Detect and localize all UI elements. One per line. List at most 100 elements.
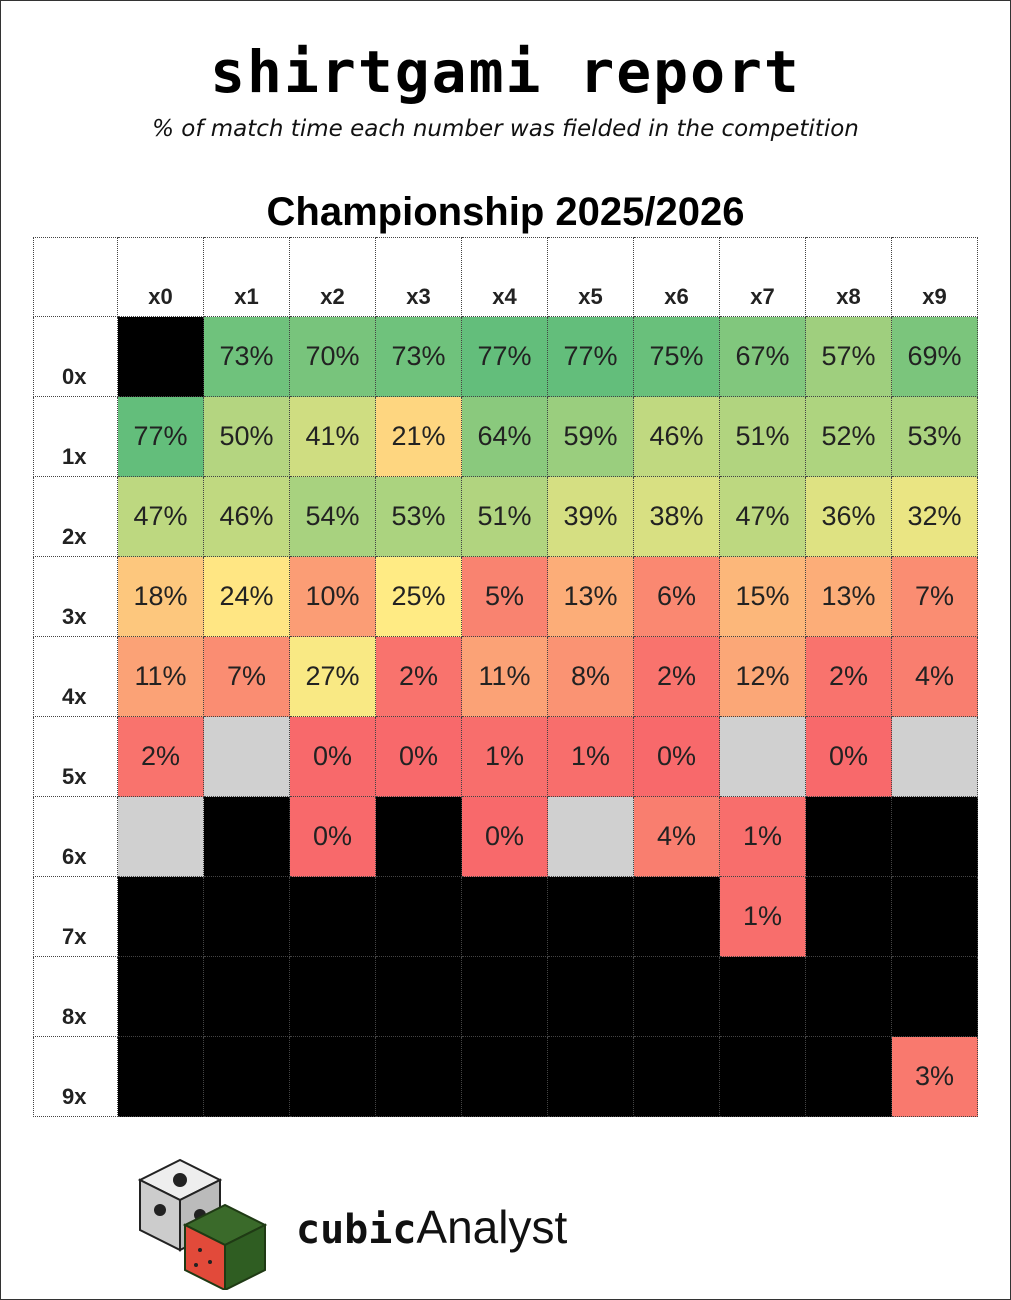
empty-cell [204,957,290,1037]
value-label: 18% [133,581,188,611]
heat-cell: 77% [462,317,548,397]
heat-cell: 1% [720,877,806,957]
empty-cell [376,1037,462,1117]
empty-cell [892,797,978,877]
heat-cell: 2% [118,717,204,797]
heat-cell: 38% [634,477,720,557]
empty-cell [204,717,290,797]
value-label: 1% [742,821,783,851]
heat-cell: 6% [634,557,720,637]
value-label: 75% [649,341,704,371]
value-label: 8% [570,661,611,691]
column-header: x9 [892,237,978,317]
heat-cell: 46% [634,397,720,477]
heat-cell: 50% [204,397,290,477]
heat-cell: 0% [290,797,376,877]
heat-cell: 36% [806,477,892,557]
heat-cell: 52% [806,397,892,477]
row-header: 8x [33,957,118,1037]
heat-cell: 5% [462,557,548,637]
empty-cell [634,877,720,957]
empty-cell [204,797,290,877]
value-label: 2% [828,661,869,691]
heat-cell: 39% [548,477,634,557]
heat-cell: 13% [806,557,892,637]
value-label: 69% [907,341,962,371]
heat-cell: 0% [290,717,376,797]
empty-cell [806,797,892,877]
column-header: x3 [376,237,462,317]
empty-cell [806,877,892,957]
value-label: 0% [828,741,869,771]
heat-cell: 18% [118,557,204,637]
value-label: 38% [649,501,704,531]
empty-cell [806,957,892,1037]
value-label: 4% [656,821,697,851]
value-label: 50% [219,421,274,451]
value-label: 3% [914,1061,955,1091]
row-header: 0x [33,317,118,397]
value-label: 0% [312,741,353,771]
empty-cell [462,957,548,1037]
empty-cell [634,1037,720,1117]
column-header: x6 [634,237,720,317]
empty-cell [720,1037,806,1117]
empty-cell [548,1037,634,1117]
logo [137,1158,268,1290]
heat-cell: 2% [376,637,462,717]
value-label: 0% [656,741,697,771]
heat-cell: 7% [204,637,290,717]
value-label: 64% [477,421,532,451]
brand-light: Analyst [416,1201,568,1253]
empty-cell [892,877,978,957]
column-header: x1 [204,237,290,317]
value-label: 67% [735,341,790,371]
row-header: 5x [33,717,118,797]
value-label: 6% [656,581,697,611]
column-header: x0 [118,237,204,317]
value-label: 21% [391,421,446,451]
heat-cell: 73% [204,317,290,397]
value-label: 36% [821,501,876,531]
heat-cell: 51% [462,477,548,557]
value-label: 2% [140,741,181,771]
chart-title: Championship 2025/2026 [266,190,745,234]
value-label: 1% [742,901,783,931]
heat-cell: 41% [290,397,376,477]
heat-cell: 11% [118,637,204,717]
value-label: 24% [219,581,274,611]
empty-cell [204,877,290,957]
heat-cell: 0% [806,717,892,797]
heat-cell: 0% [634,717,720,797]
column-header: x7 [720,237,806,317]
heat-cell: 59% [548,397,634,477]
heat-cell: 12% [720,637,806,717]
heat-cell: 1% [462,717,548,797]
empty-cell [376,957,462,1037]
value-label: 41% [305,421,360,451]
value-label: 11% [134,661,187,691]
heat-cell: 25% [376,557,462,637]
heat-cell: 7% [892,557,978,637]
heat-cell: 47% [118,477,204,557]
empty-cell [118,1037,204,1117]
value-label: 77% [477,341,532,371]
empty-cell [118,877,204,957]
heat-cell: 24% [204,557,290,637]
heat-cell: 1% [720,797,806,877]
heat-cell: 77% [548,317,634,397]
value-label: 13% [821,581,876,611]
empty-cell [634,957,720,1037]
value-label: 59% [563,421,618,451]
row-header: 3x [33,557,118,637]
heat-cell: 13% [548,557,634,637]
empty-cell [892,717,978,797]
value-label: 12% [735,661,790,691]
heat-cell: 54% [290,477,376,557]
empty-cell [290,957,376,1037]
row-header: 7x [33,877,118,957]
value-label: 70% [305,341,360,371]
heat-cell: 46% [204,477,290,557]
value-label: 0% [484,821,525,851]
heat-cell: 2% [806,637,892,717]
